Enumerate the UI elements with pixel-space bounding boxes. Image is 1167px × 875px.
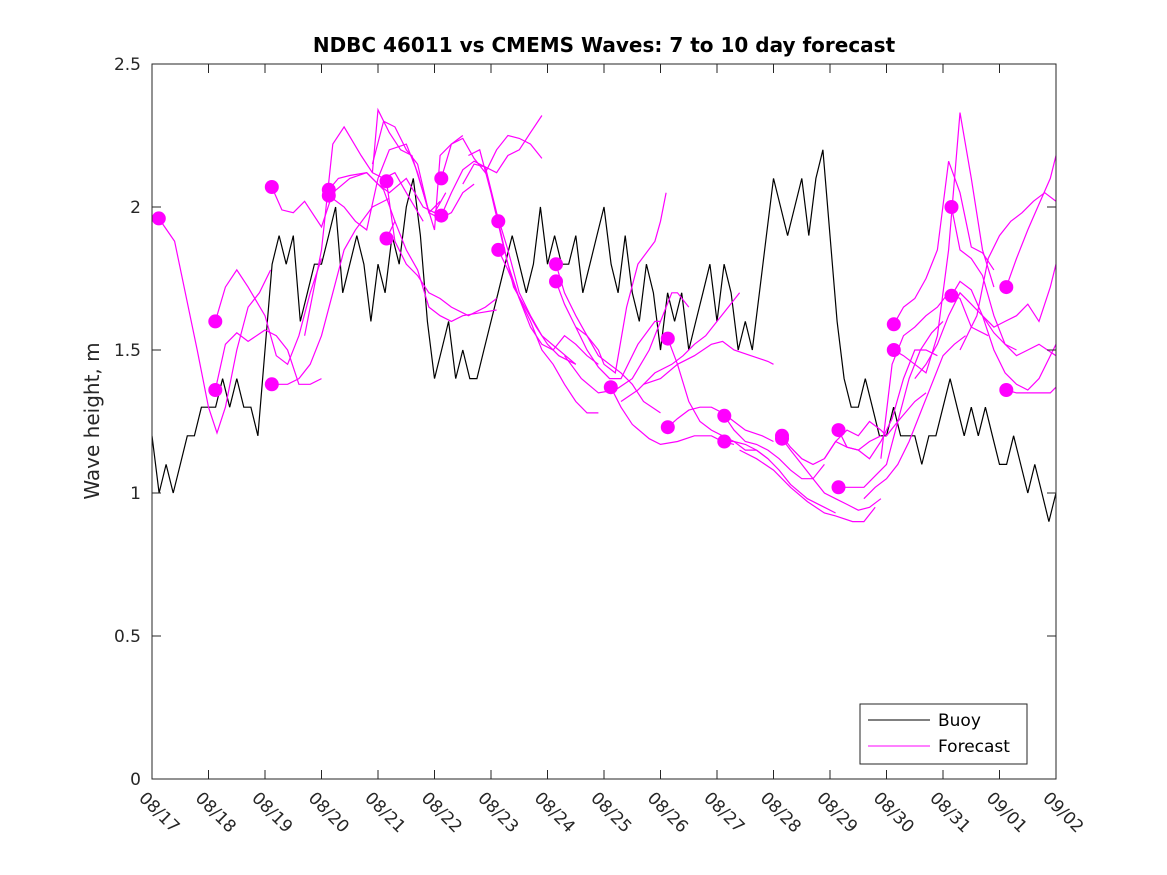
forecast-start-marker [603,380,618,395]
forecast-start-marker [379,174,394,189]
forecast-start-marker [264,180,279,194]
legend-buoy-label: Buoy [938,711,981,731]
forecast-start-marker [151,211,166,226]
forecast-run-line [781,438,882,511]
forecast-start-marker [775,431,789,446]
forecast-start-marker [660,420,675,435]
forecast-run-line [371,107,464,231]
chart-title: NDBC 46011 vs CMEMS Waves: 7 to 10 day f… [313,33,896,57]
forecast-start-marker [660,331,675,346]
forecast-run-line [158,218,272,435]
y-tick-label: 0.5 [114,627,141,647]
forecast-run-line [838,320,944,488]
forecast-run-line [462,163,577,365]
forecast-run-line [214,258,323,366]
forecast-start-marker [321,188,336,203]
forecast-run-line [271,197,390,385]
forecast-run-line [610,386,735,446]
forecast-start-marker [491,214,506,229]
forecast-run-line [1005,155,1056,288]
forecast-start-marker [999,383,1014,397]
legend-forecast-label: Forecast [938,737,1010,757]
forecast-run-line [555,264,661,414]
forecast-run-line [440,115,543,216]
forecast-run-line [497,221,599,365]
forecast-start-markers [151,171,1014,495]
forecast-run-line [667,338,769,460]
forecast-start-marker [264,377,279,392]
forecast-run-line [914,291,1017,379]
forecast-run-line [643,340,774,385]
forecast-start-marker [944,288,959,303]
y-tick-label: 2.5 [114,55,141,75]
y-tick-label: 1 [130,484,141,504]
forecast-start-marker [886,343,901,357]
forecast-run-line [555,281,661,380]
forecast-run-line [385,181,497,317]
forecast-run-line [385,219,497,323]
forecast-start-marker [999,280,1014,295]
forecast-run-line [959,191,1056,351]
forecast-run-line [982,264,1056,328]
legend-box [859,703,1028,765]
forecast-start-marker [717,408,732,423]
forecast-run-line [575,192,667,374]
forecast-start-marker [831,423,846,438]
forecast-run-line [863,335,966,500]
forecast-run-line [667,406,774,443]
forecast-start-marker [549,274,563,289]
forecast-run-line [497,249,599,414]
forecast-run-line [739,449,876,523]
forecast-start-marker [434,208,449,223]
forecast-start-marker [208,314,223,329]
legend: Buoy Forecast [859,703,1028,765]
y-axis-label: Wave height, m [80,342,104,499]
forecast-start-marker [886,317,901,332]
forecast-start-marker [208,383,223,397]
forecast-run-line [724,440,836,514]
forecast-run-line [723,415,825,480]
buoy-line [152,149,1056,522]
forecast-run-line [620,292,741,402]
forecast-run-line [893,160,995,325]
forecast-start-marker [831,480,846,495]
forecast-start-marker [549,257,563,272]
forecast-start-marker [944,200,959,214]
forecast-start-marker [491,242,506,257]
y-tick-label: 0 [130,770,141,790]
forecast-run-line [371,120,475,220]
forecast-start-marker [434,171,449,186]
forecast-start-marker [379,231,394,246]
buoy-series [152,149,1056,522]
forecast-run-line [950,280,1056,391]
y-tick-label: 2 [130,198,141,218]
forecast-run-line [1006,386,1056,394]
forecast-run-line [468,148,577,365]
forecast-run-line [214,329,322,391]
y-axis-ticks: 0 0.5 1 1.5 2 2.5 [114,55,1056,790]
y-tick-label: 1.5 [114,341,141,361]
forecast-run-line [564,292,690,394]
forecast-run-line [950,206,1056,357]
forecast-start-marker [717,434,732,449]
forecast-run-line [893,112,995,374]
